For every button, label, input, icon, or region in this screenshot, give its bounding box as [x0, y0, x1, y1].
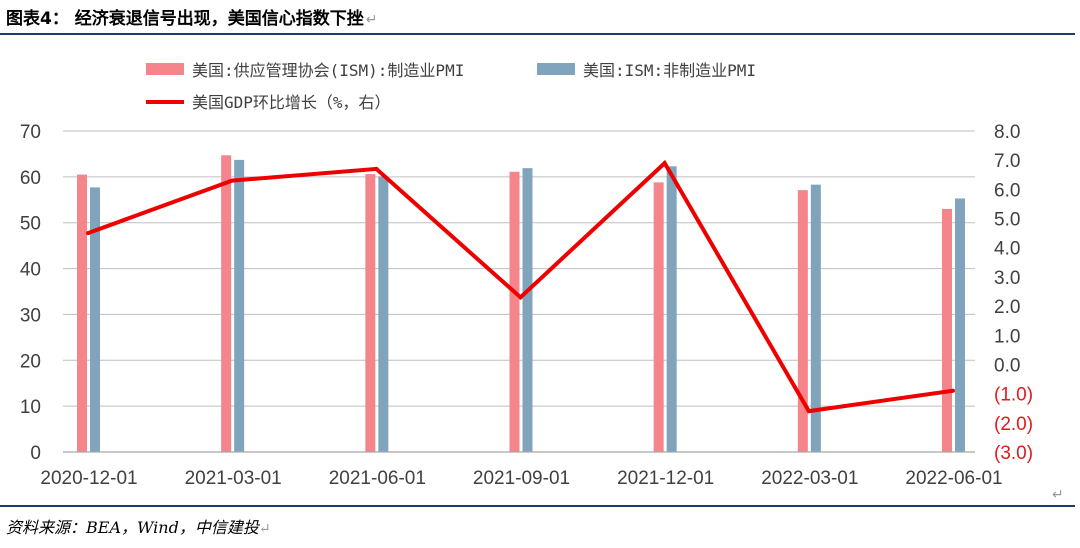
source-note: 资料来源：BEA，Wind，中信建投↵	[6, 514, 271, 538]
y-axis-right-tick-label: (3.0)	[994, 443, 1033, 464]
gdp-growth-point	[230, 178, 235, 183]
gdp-growth-line	[87, 159, 954, 414]
y-axis-right-tick-label: 8.0	[994, 122, 1020, 143]
figure-title: 图表4： 经济衰退信号出现，美国信心指数下挫 ↵	[6, 4, 377, 29]
y-axis-right-tick-label: 4.0	[994, 239, 1020, 260]
y-axis-left-tick-label: 60	[20, 168, 41, 189]
y-axis-left-tick-label: 10	[20, 397, 41, 418]
y-axis-left-tick-label: 20	[20, 351, 41, 372]
y-axis-right-tick-label: 6.0	[994, 180, 1020, 201]
manufacturing-pmi-bar	[77, 174, 87, 453]
gdp-growth-point	[662, 161, 667, 166]
source-text: 资料来源：BEA，Wind，中信建投	[6, 518, 259, 537]
services-pmi-bar	[522, 168, 533, 452]
x-axis-tick-label: 2021-09-01	[473, 468, 570, 489]
y-axis-left-tick-label: 70	[20, 122, 41, 143]
manufacturing-pmi-bar	[509, 171, 520, 452]
manufacturing-pmi-bar	[797, 190, 808, 453]
return-mark-icon: ↵	[258, 521, 271, 537]
return-mark-icon: ↵	[1052, 487, 1064, 503]
y-axis-right-tick-label: 1.0	[994, 326, 1020, 347]
services-pmi-bar	[955, 198, 965, 452]
manufacturing-pmi-bar	[221, 155, 232, 452]
manufacturing-pmi-bar	[653, 182, 664, 453]
legend-label-gdp: 美国GDP环比增长（%，右）	[192, 93, 391, 112]
legend-label-services: 美国:ISM:非制造业PMI	[583, 61, 756, 80]
x-axis-tick-label: 2021-12-01	[617, 468, 714, 489]
y-axis-left-tick-label: 40	[20, 260, 41, 281]
x-axis-tick-label: 2020-12-01	[40, 468, 137, 489]
y-axis-left-tick-label: 30	[20, 305, 41, 326]
legend-label-manufacturing: 美国:供应管理协会(ISM):制造业PMI	[192, 61, 464, 80]
gdp-growth-point	[806, 409, 811, 414]
bottom-rule	[0, 505, 1075, 507]
gdp-line-layer	[86, 159, 955, 414]
legend-swatch-services	[537, 63, 575, 75]
y-axis-right-tick-label: 5.0	[994, 210, 1020, 231]
grid-lines	[63, 130, 975, 407]
gdp-growth-point	[951, 388, 955, 393]
services-pmi-bar	[90, 187, 100, 452]
bars	[77, 155, 965, 453]
y-axis-right-tick-label: 0.0	[994, 355, 1020, 376]
y-axis-left-tick-label: 0	[30, 443, 41, 464]
y-axis-right-tick-label: 7.0	[994, 151, 1020, 172]
legend-swatch-manufacturing	[146, 63, 184, 75]
x-axis-tick-label: 2022-06-01	[905, 468, 1002, 489]
services-pmi-bar	[666, 166, 677, 452]
services-pmi-bar	[378, 176, 389, 453]
y-axis-left-tick-label: 50	[20, 214, 41, 235]
y-axis-right-tick-label: (2.0)	[994, 414, 1033, 435]
legend: 美国:供应管理协会(ISM):制造业PMI 美国:ISM:非制造业PMI 美国GDP…	[146, 61, 756, 112]
x-axis-tick-label: 2022-03-01	[761, 468, 858, 489]
figure-title-text: 图表4： 经济衰退信号出现，美国信心指数下挫	[6, 9, 364, 29]
services-pmi-bar	[810, 184, 821, 452]
services-pmi-bar	[234, 159, 245, 452]
axes: 0 10 20 30 40 50 60 70 (3.0) (2.0) (1.0) 0.0 1.0 2.0 3…	[20, 122, 1033, 489]
manufacturing-pmi-bar	[942, 208, 952, 452]
x-axis-tick-label: 2021-03-01	[185, 468, 282, 489]
gdp-growth-point	[518, 295, 523, 300]
top-rule	[0, 33, 1075, 35]
x-axis-tick-label: 2021-06-01	[329, 468, 426, 489]
gdp-growth-point	[374, 166, 379, 171]
return-mark-icon: ↵	[365, 12, 378, 28]
y-axis-right-tick-label: 2.0	[994, 297, 1020, 318]
manufacturing-pmi-bar	[365, 174, 376, 452]
y-axis-right-tick-label: 3.0	[994, 268, 1020, 289]
y-axis-right-tick-label: (1.0)	[994, 385, 1033, 406]
gdp-growth-point	[86, 231, 90, 236]
